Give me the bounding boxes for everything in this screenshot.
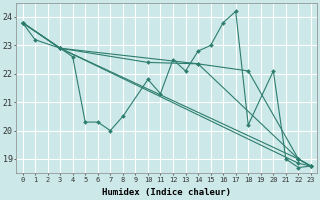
X-axis label: Humidex (Indice chaleur): Humidex (Indice chaleur) — [102, 188, 231, 197]
